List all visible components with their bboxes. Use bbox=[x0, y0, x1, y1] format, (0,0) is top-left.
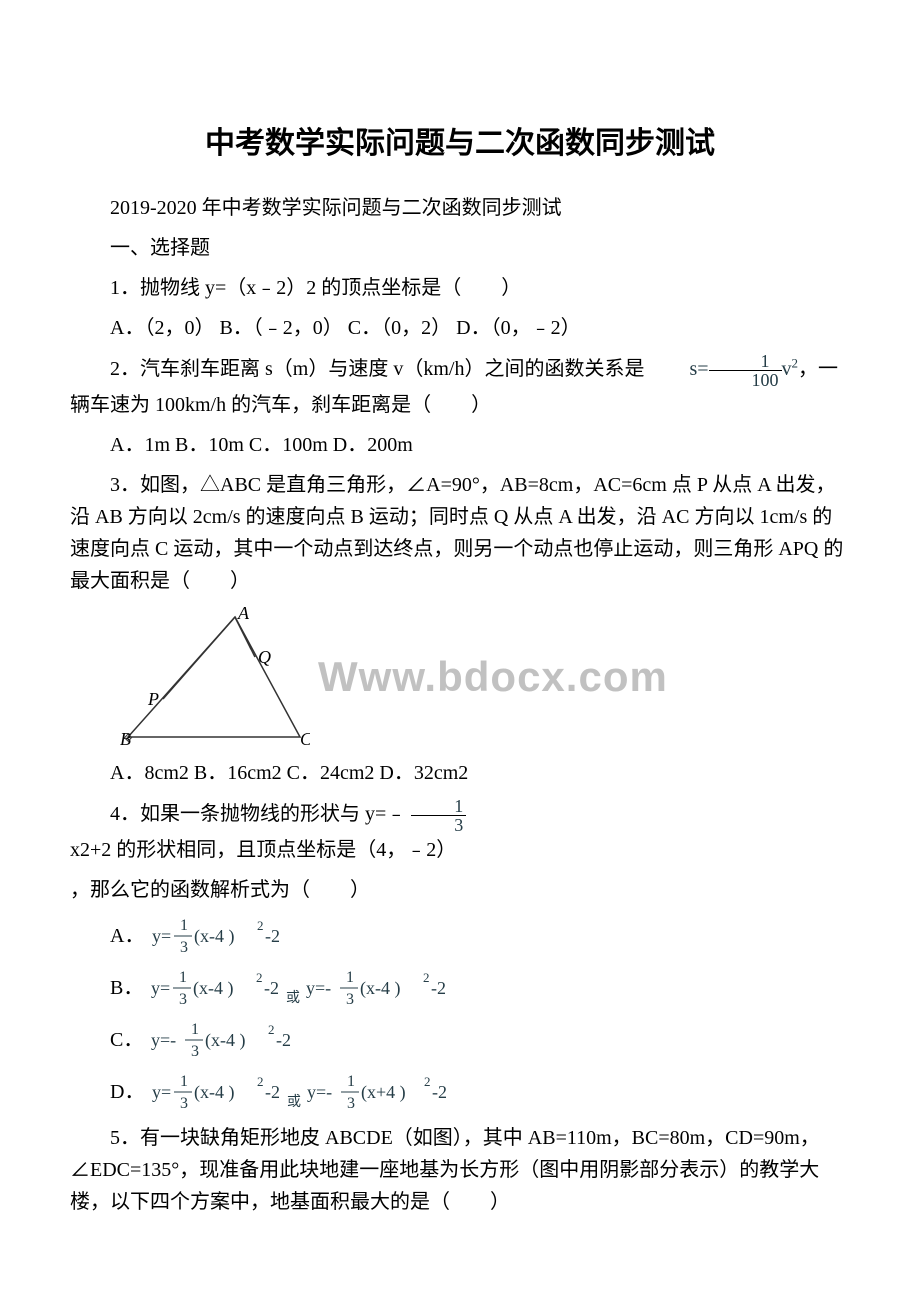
svg-text:A: A bbox=[237, 607, 250, 623]
svg-text:-2: -2 bbox=[276, 1030, 291, 1050]
q1-stem: 1．抛物线 y=（x﹣2）2 的顶点坐标是（ ） bbox=[70, 272, 850, 304]
triangle-diagram: A Q P B C bbox=[120, 607, 310, 747]
q4-option-c: C． y=- 1 3 (x-4 ) 2 -2 bbox=[110, 1018, 850, 1062]
q4-optB-formula: y= 1 3 (x-4 ) 2 -2 或 y=- 1 3 (x-4 ) 2 -2 bbox=[151, 966, 491, 1010]
svg-text:-2: -2 bbox=[264, 978, 279, 998]
q4-optB-label: B． bbox=[110, 972, 143, 1004]
svg-text:1: 1 bbox=[347, 1073, 355, 1090]
q5-stem: 5．有一块缺角矩形地皮 ABCDE（如图），其中 AB=110m，BC=80m，… bbox=[70, 1122, 850, 1218]
svg-text:2: 2 bbox=[268, 1022, 275, 1037]
svg-text:(x-4 ): (x-4 ) bbox=[205, 1030, 245, 1051]
section-heading: 一、选择题 bbox=[70, 232, 850, 264]
svg-text:-2: -2 bbox=[265, 926, 280, 946]
q2-frac-den: 100 bbox=[709, 371, 782, 389]
svg-text:(x-4 ): (x-4 ) bbox=[194, 926, 234, 947]
svg-text:C: C bbox=[300, 729, 310, 747]
svg-text:-2: -2 bbox=[432, 1082, 447, 1102]
q4-optA-label: A． bbox=[110, 920, 144, 952]
q4-stem-mid: x2+2 的形状相同，且顶点坐标是（4，﹣2） bbox=[70, 839, 456, 861]
svg-text:2: 2 bbox=[257, 1074, 264, 1089]
subtitle: 2019-2020 年中考数学实际问题与二次函数同步测试 bbox=[70, 192, 850, 224]
svg-text:3: 3 bbox=[179, 991, 187, 1008]
svg-text:y=-: y=- bbox=[151, 1030, 176, 1050]
svg-text:2: 2 bbox=[256, 970, 263, 985]
q1-options: A．（2，0） B．（﹣2，0） C．（0，2） D．（0，﹣2） bbox=[70, 312, 850, 344]
svg-text:(x-4 ): (x-4 ) bbox=[360, 978, 400, 999]
q4-optA-formula: y= 1 3 (x-4 ) 2 -2 bbox=[152, 914, 322, 958]
svg-text:1: 1 bbox=[179, 969, 187, 986]
svg-text:或: 或 bbox=[286, 990, 300, 1006]
q4-optC-label: C． bbox=[110, 1024, 143, 1056]
svg-text:y=-: y=- bbox=[306, 978, 331, 998]
page-title: 中考数学实际问题与二次函数同步测试 bbox=[70, 120, 850, 168]
q3-options: A．8cm2 B．16cm2 C．24cm2 D．32cm2 bbox=[70, 757, 850, 789]
q4-frac-den: 3 bbox=[411, 816, 466, 834]
q2-formula-lhs: s= bbox=[689, 358, 708, 380]
q4-option-a: A． y= 1 3 (x-4 ) 2 -2 bbox=[110, 914, 850, 958]
svg-text:1: 1 bbox=[180, 1073, 188, 1090]
svg-text:Q: Q bbox=[258, 647, 271, 667]
svg-text:2: 2 bbox=[257, 918, 264, 933]
svg-text:y=: y= bbox=[151, 978, 170, 998]
q2-formula-rhs: v bbox=[782, 358, 792, 380]
svg-text:3: 3 bbox=[180, 1095, 188, 1112]
svg-text:-2: -2 bbox=[431, 978, 446, 998]
svg-text:3: 3 bbox=[191, 1043, 199, 1060]
svg-text:y=: y= bbox=[152, 1082, 171, 1102]
svg-text:1: 1 bbox=[346, 969, 354, 986]
svg-text:3: 3 bbox=[347, 1095, 355, 1112]
svg-text:y=-: y=- bbox=[307, 1082, 332, 1102]
q4-stem: 4．如果一条抛物线的形状与 y=﹣ 13 x2+2 的形状相同，且顶点坐标是（4，… bbox=[70, 797, 850, 866]
q4-option-b: B． y= 1 3 (x-4 ) 2 -2 或 y=- 1 3 (x-4 ) 2… bbox=[110, 966, 850, 1010]
svg-text:3: 3 bbox=[180, 939, 188, 956]
q2-stem-prefix: 2．汽车刹车距离 s（m）与速度 v（km/h）之间的函数关系是 bbox=[110, 358, 644, 380]
q2-stem: 2．汽车刹车距离 s（m）与速度 v（km/h）之间的函数关系是 s=1100v… bbox=[70, 352, 850, 421]
svg-text:(x+4 ): (x+4 ) bbox=[361, 1082, 406, 1103]
q4-optD-label: D． bbox=[110, 1076, 144, 1108]
q4-frac-num: 1 bbox=[411, 797, 466, 816]
svg-text:2: 2 bbox=[424, 1074, 431, 1089]
svg-text:y=: y= bbox=[152, 926, 171, 946]
watermark-rest: ww.bdocx.com bbox=[359, 653, 668, 700]
q2-options: A．1m B．10m C．100m D．200m bbox=[70, 429, 850, 461]
q2-formula: s=1100v2 bbox=[649, 352, 798, 389]
svg-text:2: 2 bbox=[423, 970, 430, 985]
svg-text:(x-4 ): (x-4 ) bbox=[194, 1082, 234, 1103]
q2-frac-num: 1 bbox=[709, 352, 782, 371]
svg-text:1: 1 bbox=[180, 917, 188, 934]
svg-text:B: B bbox=[120, 729, 131, 747]
svg-text:P: P bbox=[147, 689, 159, 709]
q4-optC-formula: y=- 1 3 (x-4 ) 2 -2 bbox=[151, 1018, 331, 1062]
svg-text:1: 1 bbox=[191, 1021, 199, 1038]
watermark-prefix: W bbox=[318, 653, 359, 700]
svg-text:或: 或 bbox=[287, 1094, 301, 1110]
q3-figure: A Q P B C Www.bdocx.com bbox=[120, 607, 850, 747]
watermark-text: Www.bdocx.com bbox=[318, 643, 668, 710]
q4-stem-line2: ，那么它的函数解析式为（ ） bbox=[70, 874, 850, 906]
q3-stem: 3．如图，△ABC 是直角三角形，∠A=90°，AB=8cm，AC=6cm 点 … bbox=[70, 469, 850, 597]
svg-text:(x-4 ): (x-4 ) bbox=[193, 978, 233, 999]
q4-optD-formula: y= 1 3 (x-4 ) 2 -2 或 y=- 1 3 (x+4 ) 2 -2 bbox=[152, 1070, 492, 1114]
q4-option-d: D． y= 1 3 (x-4 ) 2 -2 或 y=- 1 3 (x+4 ) 2… bbox=[110, 1070, 850, 1114]
svg-text:-2: -2 bbox=[265, 1082, 280, 1102]
q4-stem-prefix: 4．如果一条抛物线的形状与 y=﹣ bbox=[110, 803, 406, 825]
svg-text:3: 3 bbox=[346, 991, 354, 1008]
